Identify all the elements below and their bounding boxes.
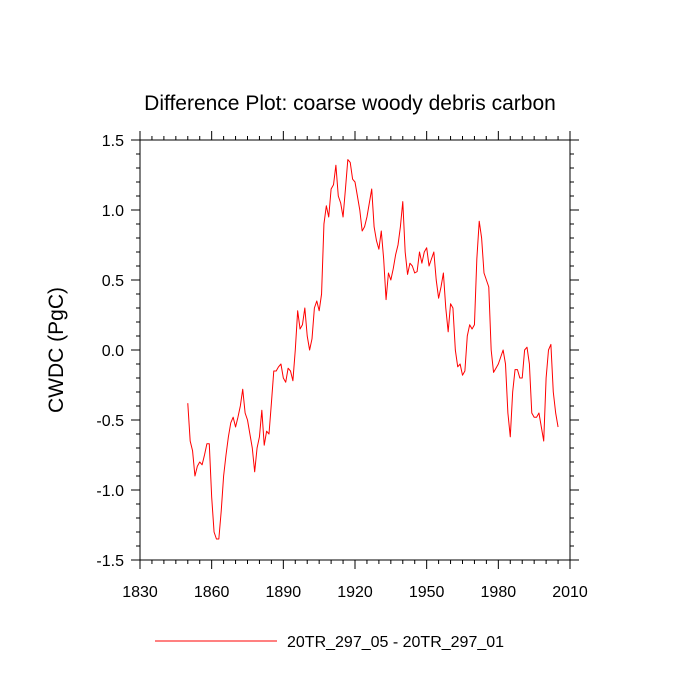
y-tick-label: 0.0 bbox=[102, 343, 124, 360]
axes: -1.5 -1.0 -0.5 0.0 0.5 1.0 1.5 1830 1860 1890 1920… bbox=[96, 131, 588, 601]
plot-frame bbox=[139, 139, 571, 561]
series-group bbox=[187, 159, 559, 540]
y-tick-label: 1.5 bbox=[102, 133, 124, 150]
x-tick-label: 1890 bbox=[266, 584, 302, 601]
chart-title: Difference Plot: coarse woody debris car… bbox=[144, 92, 556, 115]
y-tick-label: 0.5 bbox=[102, 273, 124, 290]
y-tick-label: -0.5 bbox=[96, 413, 124, 430]
legend-label: 20TR_297_05 - 20TR_297_01 bbox=[287, 634, 504, 651]
legend: 20TR_297_05 - 20TR_297_01 bbox=[155, 634, 504, 651]
y-tick-label: -1.5 bbox=[96, 553, 124, 570]
x-tick-label: 1950 bbox=[409, 584, 445, 601]
x-tick-label: 1920 bbox=[337, 584, 373, 601]
x-tick-label: 1980 bbox=[481, 584, 517, 601]
y-tick-label: 1.0 bbox=[102, 203, 124, 220]
x-tick-label: 2010 bbox=[552, 584, 588, 601]
y-axis-label: CWDC (PgC) bbox=[45, 287, 68, 413]
series-line-0 bbox=[187, 159, 559, 540]
y-tick-label: -1.0 bbox=[96, 483, 124, 500]
x-tick-label: 1830 bbox=[122, 584, 158, 601]
x-tick-label: 1860 bbox=[194, 584, 230, 601]
